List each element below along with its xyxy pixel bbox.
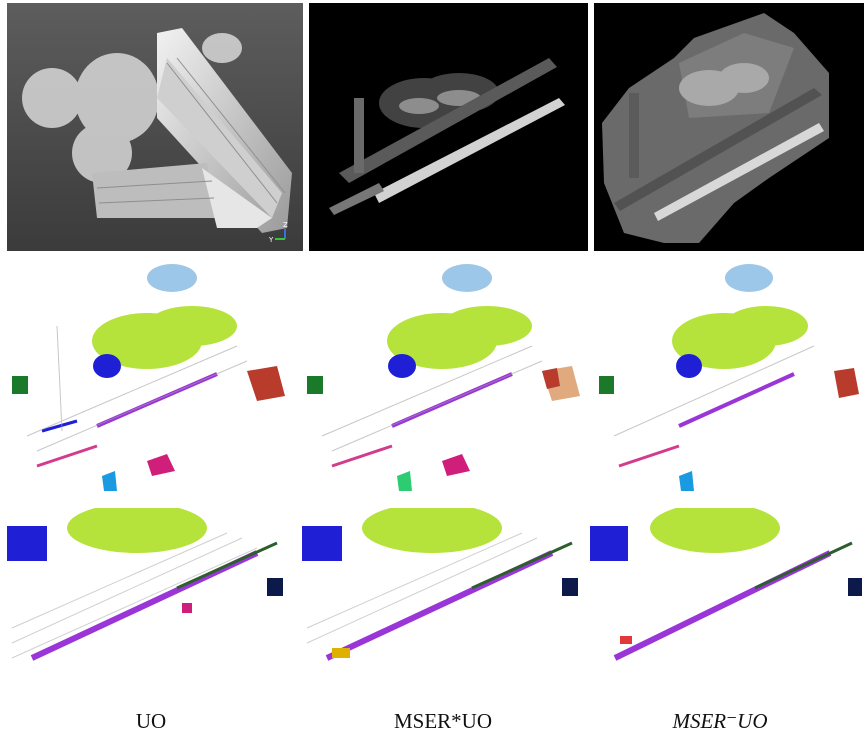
height-image-panel <box>309 3 588 251</box>
axis-y-label: Y <box>268 236 274 244</box>
segmentation-mser-minus-uo-zoom-panel <box>590 508 864 700</box>
segmentation-uo-zoom-panel <box>7 508 294 700</box>
segmentation-mser-star-uo-zoom-panel <box>302 508 589 700</box>
caption-mser-minus-uo: MSER⁻UO <box>672 709 768 733</box>
caption-uo: UO <box>135 709 167 733</box>
segmentation-mser-minus-uo-overview-panel <box>594 256 864 494</box>
axis-z-label: Z <box>283 221 288 229</box>
segmentation-uo-overview-panel <box>7 256 296 494</box>
point-cloud-render-panel: Z Y <box>7 3 303 251</box>
axis-gizmo: Z Y <box>268 221 288 244</box>
filled-height-image-panel <box>594 3 864 251</box>
segmentation-mser-star-uo-overview-panel <box>302 256 591 494</box>
caption-mser-star-uo: MSER*UO <box>393 709 493 733</box>
